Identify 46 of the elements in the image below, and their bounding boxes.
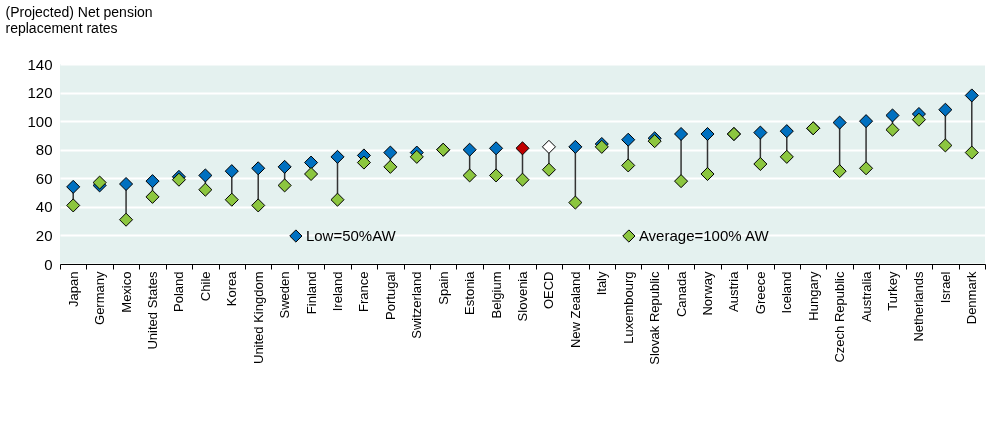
x-tick-label: Turkey — [885, 271, 900, 311]
y-axis-title: (Projected) Net pension replacement rates — [5, 3, 153, 36]
x-tick-label: Poland — [171, 271, 187, 312]
x-tick-label: Switzerland — [409, 271, 425, 339]
x-tick-label: Slovak Republic — [647, 271, 663, 365]
x-tick-label: Estonia — [462, 270, 478, 315]
x-tick-label: Japan — [65, 271, 81, 307]
x-tick-label: United States — [145, 271, 160, 350]
x-tick-label: Iceland — [779, 271, 795, 314]
x-tick-label: France — [356, 271, 372, 312]
y-tick-label: 100 — [27, 112, 53, 130]
x-tick-label: Luxembourg — [620, 271, 636, 344]
x-tick-label: Hungary — [805, 271, 821, 321]
x-tick-label: Netherlands — [911, 271, 927, 342]
x-tick-label: Finland — [303, 271, 319, 315]
x-tick-label: Austria — [726, 270, 742, 312]
legend-label: Average=100% AW — [638, 227, 770, 244]
x-tick-label: Australia — [858, 270, 874, 323]
x-tick-label: Greece — [752, 271, 768, 315]
x-tick-label: Italy — [594, 271, 610, 296]
x-tick-label: Norway — [700, 271, 715, 316]
x-tick-label: Czech Republic — [832, 271, 848, 363]
x-tick-label: Slovenia — [515, 270, 530, 322]
y-tick-label: 120 — [27, 84, 53, 102]
x-tick-label: United Kingdom — [250, 271, 266, 364]
x-tick-label: Canada — [673, 270, 689, 318]
x-tick-label: New Zealand — [567, 271, 583, 349]
x-tick-label: Germany — [92, 271, 108, 325]
x-tick-label: Mexico — [118, 271, 134, 313]
y-tick-label: 80 — [35, 141, 53, 159]
y-tick-label: 0 — [44, 255, 53, 273]
x-tick-label: Denmark — [964, 271, 980, 325]
x-tick-label: Sweden — [277, 271, 293, 319]
x-tick-label: Spain — [435, 271, 451, 305]
y-tick-label: 20 — [35, 226, 53, 244]
x-tick-label: Portugal — [382, 271, 398, 320]
legend-label: Low=50%AW — [305, 227, 397, 244]
x-tick-label: Israel — [937, 271, 953, 304]
x-tick-label: OECD — [541, 271, 557, 310]
x-tick-label: Belgium — [488, 271, 504, 319]
x-tick-label: Korea — [224, 270, 240, 307]
x-tick-label: Ireland — [330, 271, 345, 312]
y-tick-label: 140 — [27, 55, 53, 73]
y-tick-label: 40 — [35, 198, 53, 216]
y-tick-label: 60 — [35, 169, 53, 187]
x-tick-label: Chile — [197, 271, 213, 302]
